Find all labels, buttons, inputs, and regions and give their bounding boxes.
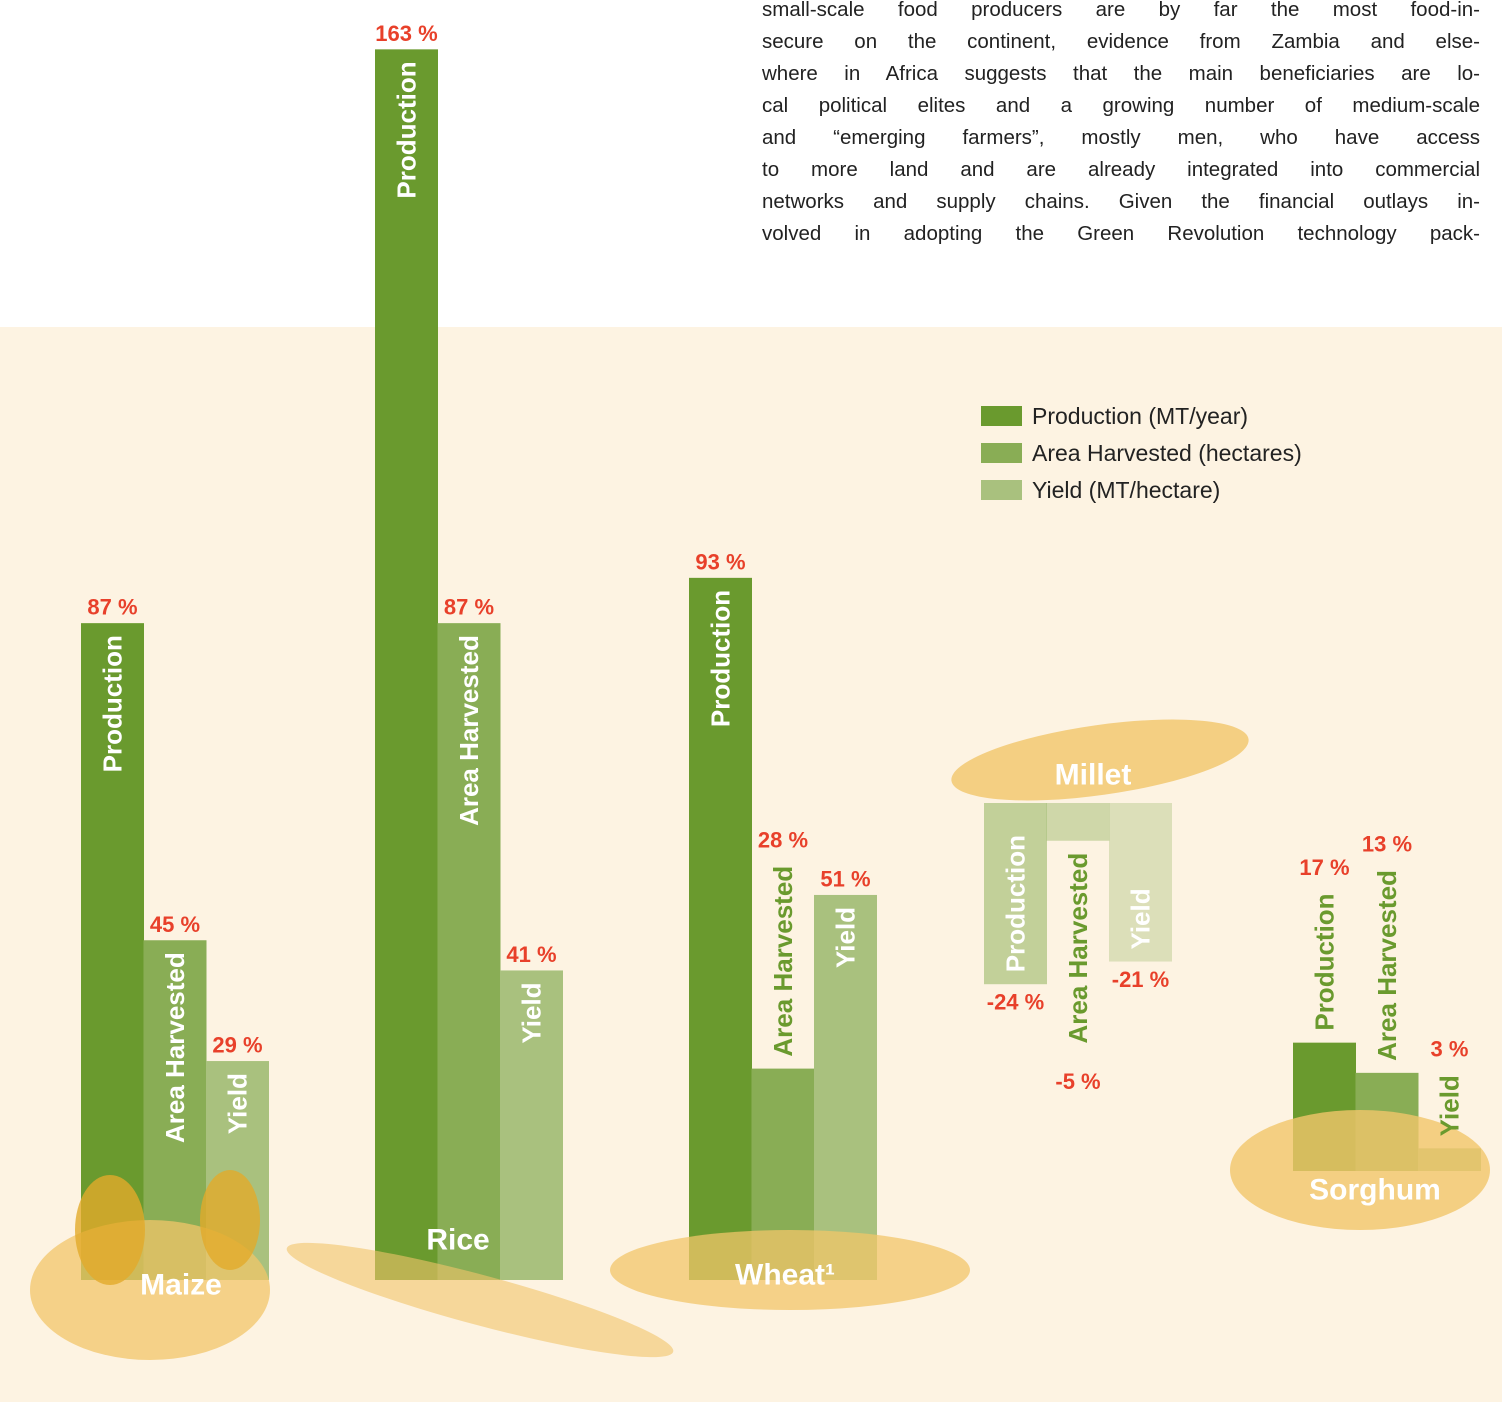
bar-label: Area Harvested	[768, 866, 798, 1057]
bar-label: Area Harvested	[160, 952, 190, 1143]
value-label: 3 %	[1431, 1037, 1469, 1062]
value-label: 87 %	[444, 595, 494, 620]
legend-label: Yield (MT/hectare)	[1032, 477, 1220, 503]
value-label: 51 %	[820, 866, 870, 891]
bar	[375, 49, 438, 1280]
legend-label: Area Harvested (hectares)	[1032, 440, 1302, 466]
value-label: -21 %	[1112, 967, 1169, 992]
value-label: 41 %	[506, 942, 556, 967]
bar-label: Production	[706, 590, 736, 727]
bar-label: Area Harvested	[1372, 870, 1402, 1061]
value-label: 45 %	[150, 912, 200, 937]
legend-swatch	[981, 406, 1022, 426]
value-label: 93 %	[695, 549, 745, 574]
bar-label: Production	[98, 635, 128, 772]
category-label: Rice	[426, 1224, 489, 1257]
legend-label: Production (MT/year)	[1032, 403, 1248, 429]
legend-swatch	[981, 443, 1022, 463]
bar-label: Yield	[223, 1073, 253, 1134]
value-label: 17 %	[1299, 855, 1349, 880]
bar-label: Area Harvested	[454, 635, 484, 826]
value-label: -24 %	[987, 990, 1044, 1015]
bar-label: Yield	[1435, 1075, 1465, 1136]
category-label: Millet	[1055, 759, 1132, 792]
legend-swatch	[981, 480, 1022, 500]
category-label: Sorghum	[1309, 1174, 1441, 1207]
value-label: 28 %	[758, 827, 808, 852]
bar-label: Area Harvested	[1063, 853, 1093, 1044]
value-label: 163 %	[375, 21, 437, 46]
value-label: 13 %	[1362, 832, 1412, 857]
bar-label: Yield	[517, 982, 547, 1043]
bar-label: Yield	[1126, 888, 1156, 949]
bar-label: Production	[1310, 893, 1340, 1030]
bar-label: Production	[392, 61, 422, 198]
bar-label: Yield	[831, 907, 861, 968]
value-label: 87 %	[87, 595, 137, 620]
category-label: Maize	[140, 1269, 222, 1302]
category-label: Wheat¹	[735, 1259, 835, 1292]
bar	[1047, 803, 1110, 841]
value-label: 29 %	[212, 1033, 262, 1058]
page: {"text_lines": [ "small-scale food produ…	[0, 0, 1502, 1402]
bar-label: Production	[1001, 835, 1031, 972]
chart: Production (MT/year) Area Harvested (hect…	[0, 0, 1502, 1402]
value-label: -5 %	[1055, 1069, 1100, 1094]
